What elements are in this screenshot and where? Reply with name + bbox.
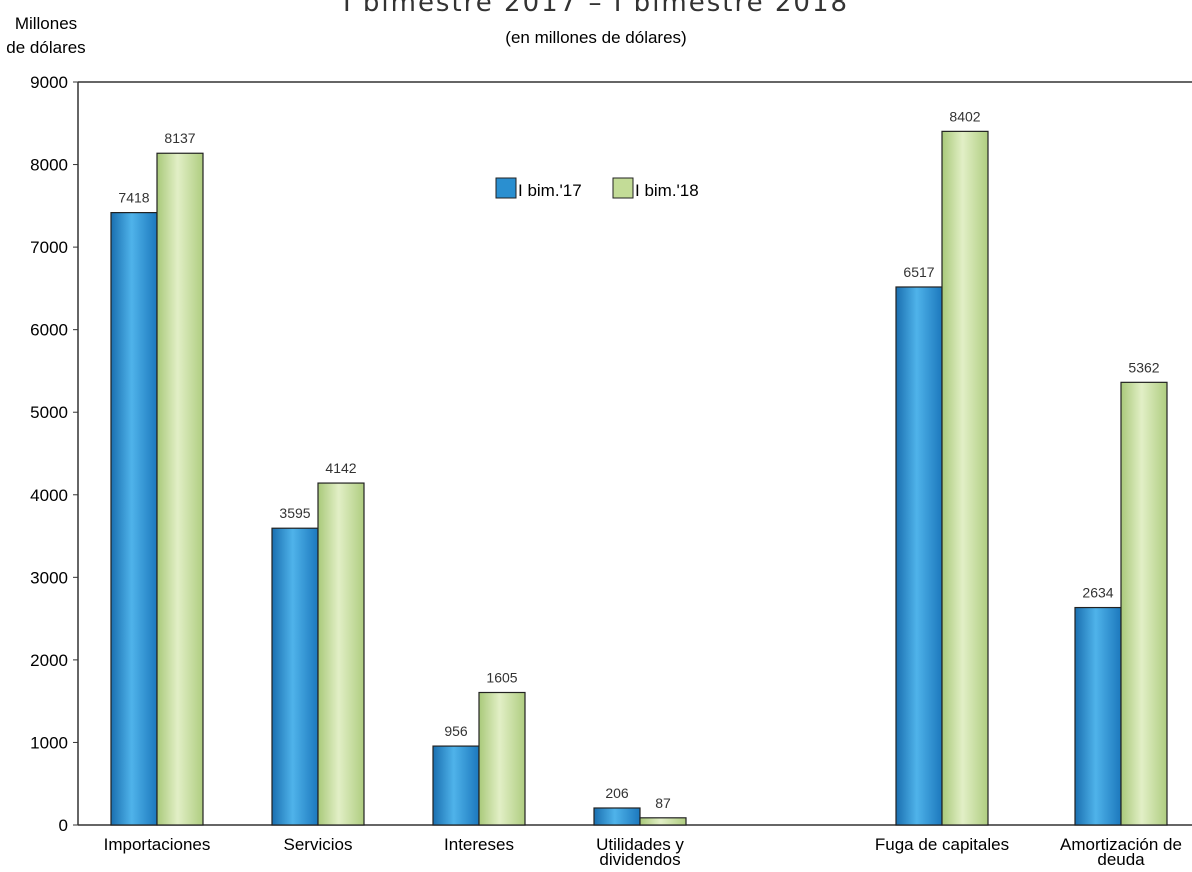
bar-series2: [156, 152, 204, 826]
legend: I bim.'17 I bim.'18: [495, 177, 699, 200]
x-tick-label: dividendos: [599, 850, 680, 869]
bars-group: 7418 8137 Importaciones 3595 4142 Servicios 95…: [104, 108, 1182, 869]
bar-series2: [639, 817, 687, 826]
data-label: 3595: [279, 505, 310, 521]
y-tick-label: 0: [59, 816, 68, 835]
data-label: 5362: [1128, 359, 1159, 375]
y-tick-label: 8000: [30, 156, 68, 175]
data-label: 206: [605, 785, 629, 801]
bar-series1: [1074, 606, 1122, 826]
data-label: 7418: [118, 190, 149, 206]
y-tick-label: 2000: [30, 651, 68, 670]
y-axis-label-line2: de dólares: [6, 38, 86, 57]
bar-series2: [941, 130, 989, 826]
y-tick-label: 5000: [30, 403, 68, 422]
bar-series1: [895, 286, 943, 826]
data-label: 8137: [164, 130, 195, 146]
data-label: 87: [655, 795, 671, 811]
data-label: 2634: [1082, 585, 1113, 601]
data-label: 6517: [903, 264, 934, 280]
x-tick-label: Fuga de capitales: [875, 835, 1009, 854]
axes: 0 1000 2000 3000 4000 5000 6000 7000 8000 9000: [30, 73, 1192, 835]
y-tick-label: 9000: [30, 73, 68, 92]
x-tick-label: deuda: [1097, 850, 1145, 869]
bar-series2: [317, 482, 365, 826]
legend-swatch-2: [612, 177, 634, 199]
x-tick-label: Servicios: [284, 835, 353, 854]
legend-label-2: I bim.'18: [635, 181, 699, 200]
legend-label-1: I bim.'17: [518, 181, 582, 200]
x-tick-label: Importaciones: [104, 835, 211, 854]
chart-subtitle: (en millones de dólares): [505, 28, 687, 47]
x-tick-label: Amortización de: [1060, 835, 1182, 854]
data-label: 1605: [486, 669, 517, 685]
y-tick-label: 4000: [30, 486, 68, 505]
data-label: 4142: [325, 460, 356, 476]
y-axis-label: Millones de dólares: [6, 12, 86, 60]
x-tick-label: Utilidades y: [596, 835, 684, 854]
y-tick-label: 3000: [30, 568, 68, 587]
bar-series1: [271, 527, 319, 826]
chart-title: I bimestre 2017 – I bimestre 2018: [342, 0, 850, 18]
data-label: 8402: [949, 108, 980, 124]
bar-series1: [593, 807, 641, 826]
bar-series1: [110, 212, 158, 826]
bar-series2: [1120, 381, 1168, 826]
data-label: 956: [444, 723, 468, 739]
legend-swatch-1: [495, 177, 517, 199]
x-tick-label: Intereses: [444, 835, 514, 854]
bar-series1: [432, 745, 480, 826]
y-axis-label-line1: Millones: [14, 14, 78, 33]
y-tick-label: 6000: [30, 321, 68, 340]
bar-series2: [478, 691, 526, 826]
y-tick-label: 7000: [30, 238, 68, 257]
y-tick-label: 1000: [30, 733, 68, 752]
